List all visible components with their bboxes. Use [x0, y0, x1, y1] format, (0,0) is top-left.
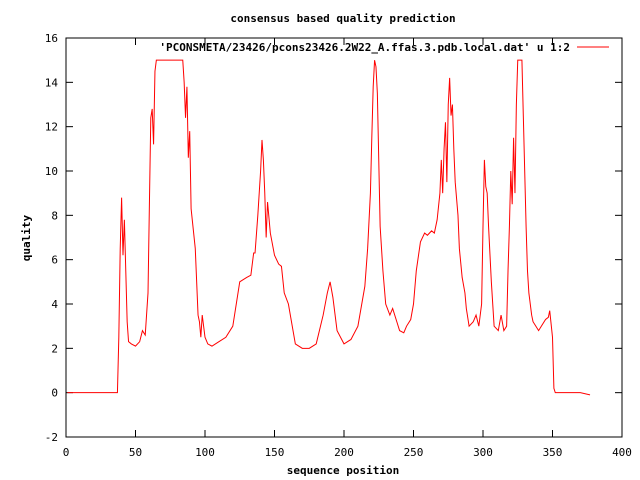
- legend: 'PCONSMETA/23426/pcons23426.2W22_A.ffas.…: [159, 41, 609, 54]
- x-tick-label: 150: [265, 446, 285, 459]
- y-axis-label: quality: [20, 214, 33, 261]
- y-tick-label: 12: [45, 121, 58, 134]
- x-tick-label: 350: [543, 446, 563, 459]
- y-tick-label: -2: [45, 431, 58, 444]
- x-tick-label: 50: [129, 446, 142, 459]
- x-tick-label: 100: [195, 446, 215, 459]
- series-group: [67, 59, 591, 396]
- x-tick-label: 200: [334, 446, 354, 459]
- x-tick-label: 300: [473, 446, 493, 459]
- x-axis-label: sequence position: [287, 464, 400, 477]
- y-tick-label: 14: [45, 76, 59, 89]
- x-tick-label: 0: [63, 446, 70, 459]
- x-tick-label: 250: [404, 446, 424, 459]
- y-tick-label: 0: [51, 387, 58, 400]
- plot-frame: [65, 37, 623, 438]
- chart-title: consensus based quality prediction: [230, 12, 455, 25]
- y-tick-label: 8: [51, 209, 58, 222]
- x-tick-label: 400: [612, 446, 632, 459]
- legend-label: 'PCONSMETA/23426/pcons23426.2W22_A.ffas.…: [159, 41, 570, 54]
- series-line-0: [67, 59, 591, 396]
- y-tick-label: 4: [51, 298, 58, 311]
- y-tick-label: 6: [51, 254, 58, 267]
- y-tick-label: 16: [45, 32, 58, 45]
- y-tick-label: 2: [51, 342, 58, 355]
- plot-axes: [65, 37, 623, 438]
- y-tick-label: 10: [45, 165, 58, 178]
- axis-ticks: -2 0 2 4 6 8 10 12 14 16 0 50 100 150 200 250 300 350 400: [45, 32, 632, 459]
